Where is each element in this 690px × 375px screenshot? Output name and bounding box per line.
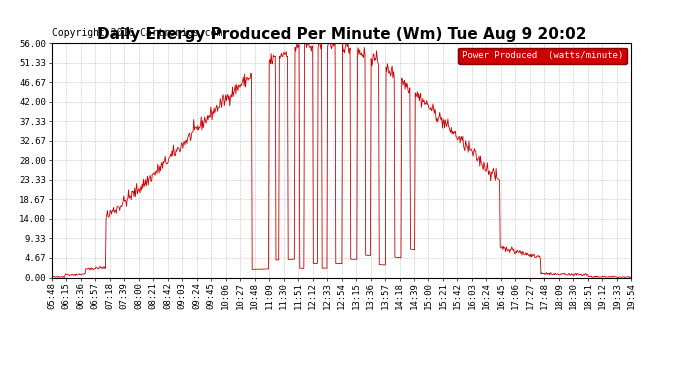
- Text: Copyright 2016 Cartronics.com: Copyright 2016 Cartronics.com: [52, 28, 222, 39]
- Legend: Power Produced  (watts/minute): Power Produced (watts/minute): [458, 48, 627, 64]
- Title: Daily Energy Produced Per Minute (Wm) Tue Aug 9 20:02: Daily Energy Produced Per Minute (Wm) Tu…: [97, 27, 586, 42]
